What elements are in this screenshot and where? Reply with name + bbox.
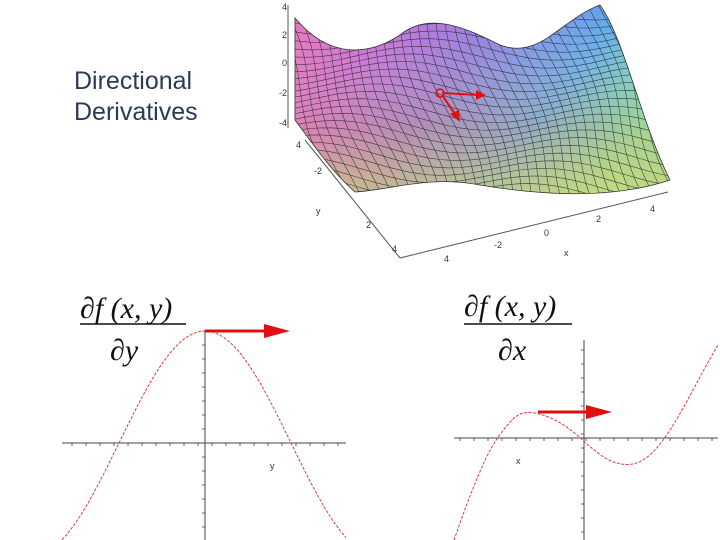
mesh-line xyxy=(295,7,670,29)
z-ticks: 4 2 0 -2 -4 xyxy=(279,2,287,128)
mesh-line xyxy=(432,5,498,194)
partial-x-plot: ∂f (x, y) ∂x x xyxy=(453,290,719,540)
arrowhead-icon xyxy=(476,90,486,100)
y-tick: 4 xyxy=(392,244,397,254)
arrowhead-icon xyxy=(264,324,290,338)
mesh-line xyxy=(295,5,367,194)
surface-mesh xyxy=(295,0,720,209)
axis-ticks xyxy=(71,344,339,528)
x-tick: 4 xyxy=(444,254,449,264)
x-direction-arrow xyxy=(441,92,479,96)
mesh-line xyxy=(468,5,535,194)
mesh-line xyxy=(543,5,618,194)
y-ticks: 4 -2 2 4 xyxy=(296,140,397,254)
mesh-line xyxy=(584,5,662,194)
mesh-line xyxy=(295,134,670,169)
z-tick: -4 xyxy=(279,118,287,128)
arrowhead-icon xyxy=(586,405,612,419)
derivative-curve xyxy=(453,344,719,540)
mesh-line xyxy=(295,155,670,194)
mesh-line xyxy=(295,141,670,178)
mesh-line xyxy=(295,105,670,131)
y-tick: 2 xyxy=(366,220,371,230)
mesh-line xyxy=(295,5,670,21)
y-axis-line xyxy=(304,139,401,259)
y-tick: 4 xyxy=(296,140,301,150)
mesh-line xyxy=(450,5,516,194)
x-tick: 4 xyxy=(650,204,655,214)
mesh-line xyxy=(295,127,670,160)
mesh-line xyxy=(595,5,670,194)
mesh-line xyxy=(295,5,357,194)
mesh-line xyxy=(295,193,670,194)
surface-plot: 4 2 0 -2 -4 4 -2 2 4 y 4 xyxy=(279,0,720,264)
mesh-line xyxy=(295,148,670,187)
axis-ticks xyxy=(459,349,713,533)
arrowhead-icon xyxy=(450,110,460,122)
mesh-line xyxy=(295,53,670,77)
mesh-line xyxy=(574,5,651,194)
mesh-line xyxy=(295,83,670,108)
slide-title: Directional Derivatives xyxy=(74,66,198,128)
axis-label: y xyxy=(270,461,275,471)
mesh-line xyxy=(295,45,670,69)
surface-outline xyxy=(294,4,671,195)
mesh-line xyxy=(395,5,462,194)
derivative-curve xyxy=(61,330,347,540)
mesh-line xyxy=(553,5,629,194)
mesh-line xyxy=(459,5,526,194)
z-tick: 0 xyxy=(282,58,287,68)
mesh-line xyxy=(295,112,670,140)
mesh-line xyxy=(295,68,670,92)
mesh-line xyxy=(404,5,471,194)
surface-arrows xyxy=(435,88,486,122)
mesh-line xyxy=(563,5,640,194)
mesh-line xyxy=(441,5,507,194)
x-ticks: 4 2 0 -2 4 xyxy=(444,204,655,264)
mesh-line xyxy=(295,185,670,194)
x-tick: -2 xyxy=(494,240,502,250)
mesh-line xyxy=(295,61,670,85)
z-tick: 4 xyxy=(282,2,287,12)
numerator: ∂f (x, y) xyxy=(80,292,172,325)
title-line-1: Directional xyxy=(74,67,193,95)
x-axis-label: x xyxy=(564,248,569,258)
x-axis-line xyxy=(399,191,669,259)
numerator: ∂f (x, y) xyxy=(464,290,556,323)
mesh-line xyxy=(661,5,670,194)
mesh-line xyxy=(295,15,670,37)
mesh-line xyxy=(295,98,670,123)
mesh-line xyxy=(672,0,720,209)
y-axis-label: y xyxy=(316,206,321,216)
mesh-line xyxy=(414,5,480,194)
denominator: ∂x xyxy=(498,334,527,367)
z-tick: 2 xyxy=(282,30,287,40)
axis-label: x xyxy=(516,456,521,466)
y-tick: -2 xyxy=(314,166,322,176)
y-direction-arrow xyxy=(441,94,456,115)
denominator: ∂y xyxy=(110,334,139,367)
partial-y-plot: ∂f (x, y) ∂y y xyxy=(61,292,347,540)
mesh-line xyxy=(423,5,489,194)
x-tick: 2 xyxy=(596,214,601,224)
title-line-2: Derivatives xyxy=(74,98,198,126)
x-tick: 0 xyxy=(544,228,549,238)
z-tick: -2 xyxy=(279,88,287,98)
